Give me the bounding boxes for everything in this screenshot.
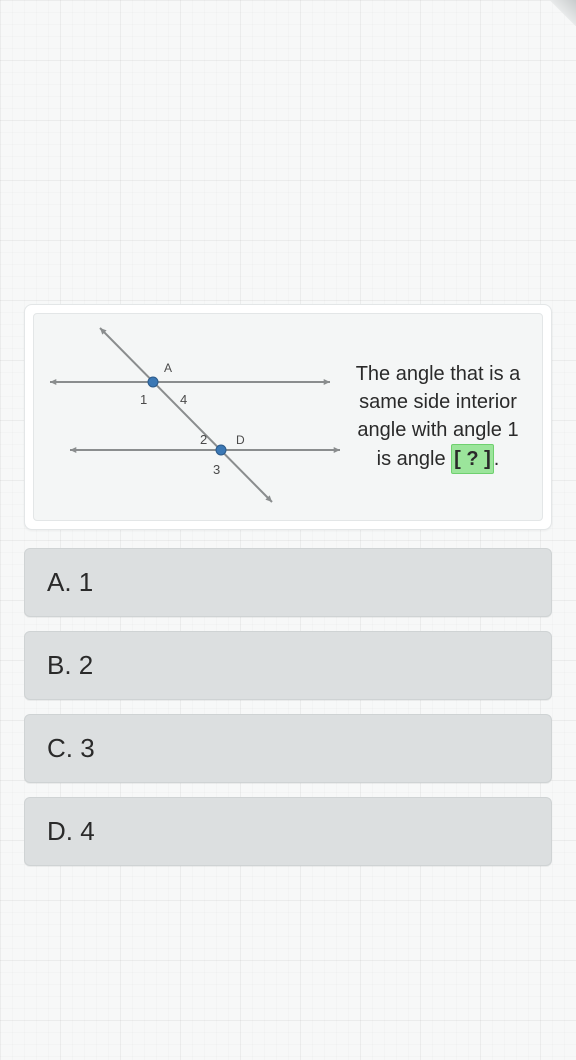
svg-text:4: 4 (180, 392, 187, 407)
svg-text:3: 3 (213, 462, 220, 477)
option-c[interactable]: C. 3 (24, 714, 552, 783)
page-corner-fold (550, 0, 576, 26)
question-line-4-suffix: . (494, 448, 500, 470)
option-label: C. 3 (47, 733, 95, 763)
question-line-2: same side interior (359, 391, 517, 413)
option-label: D. 4 (47, 816, 95, 846)
options-list: A. 1 B. 2 C. 3 D. 4 (24, 548, 552, 866)
question-card: A D 1 4 23 The angle that is a same side int… (24, 304, 552, 530)
option-d[interactable]: D. 4 (24, 797, 552, 866)
svg-text:1: 1 (140, 392, 147, 407)
option-label: A. 1 (47, 567, 93, 597)
option-label: B. 2 (47, 650, 93, 680)
option-b[interactable]: B. 2 (24, 631, 552, 700)
diagram-container: A D 1 4 23 (40, 322, 340, 512)
option-a[interactable]: A. 1 (24, 548, 552, 617)
question-line-1: The angle that is a (356, 363, 521, 385)
svg-text:2: 2 (200, 432, 207, 447)
answer-blank: [ ? ] (451, 444, 494, 474)
question-line-4-prefix: is angle (377, 448, 452, 470)
geometry-diagram: A D 1 4 23 (40, 322, 340, 512)
question-text: The angle that is a same side interior a… (340, 360, 530, 474)
question-line-3: angle with angle 1 (357, 419, 518, 441)
svg-text:D: D (236, 433, 245, 447)
svg-text:A: A (164, 361, 172, 375)
question-inner: A D 1 4 23 The angle that is a same side int… (33, 313, 543, 521)
